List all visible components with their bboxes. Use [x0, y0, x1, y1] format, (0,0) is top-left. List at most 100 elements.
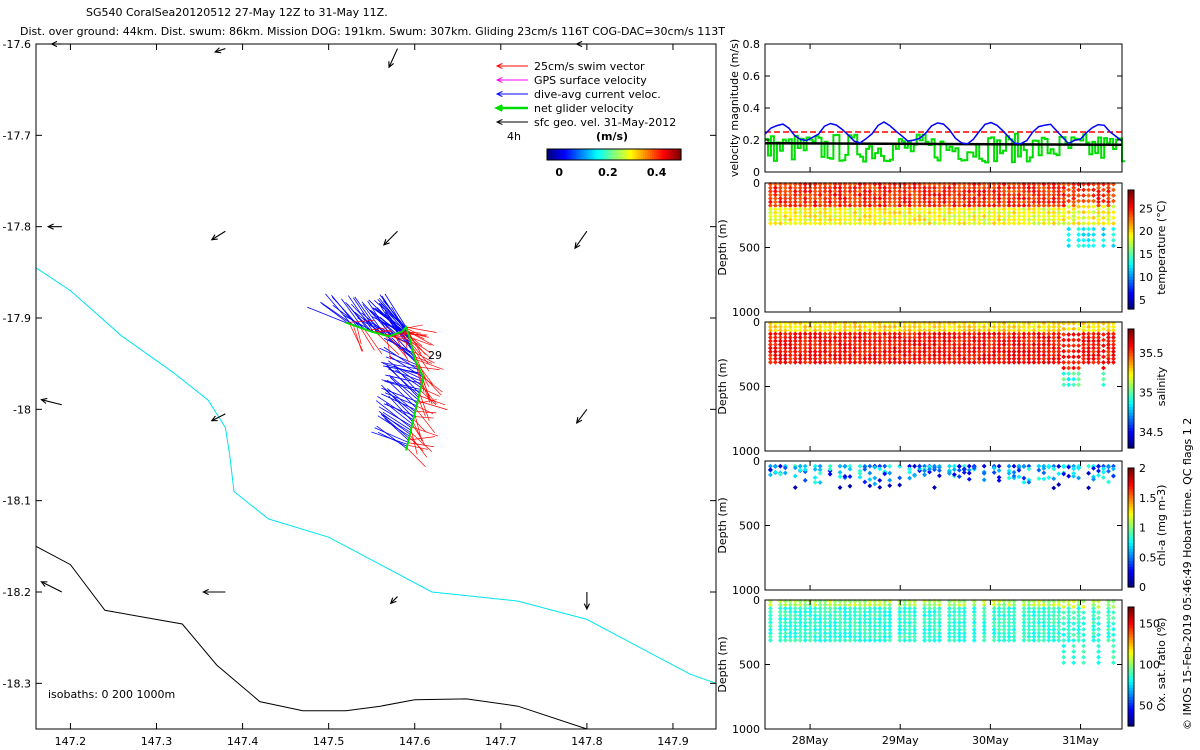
salinity-point	[877, 349, 883, 355]
oxygen-point	[1071, 643, 1077, 649]
oxygen-point	[1111, 638, 1116, 643]
temperature-point	[852, 203, 858, 208]
oxygen-point	[807, 627, 813, 633]
salinity-colorbar-cell	[1128, 367, 1134, 372]
oxygen-point	[1006, 623, 1012, 629]
temperature-point	[941, 203, 947, 208]
temperature-point	[1101, 193, 1106, 198]
temperature-point	[852, 206, 858, 212]
map-x-tick-label: 147.3	[141, 735, 173, 748]
temperature-point	[1076, 187, 1082, 193]
oxygen-point	[1111, 654, 1116, 660]
oxygen-point	[787, 627, 793, 633]
oxygen-point	[1011, 623, 1017, 629]
chla-point	[837, 469, 843, 475]
oxygen-point	[787, 620, 793, 625]
temperature-point	[956, 213, 962, 219]
oxygen-point	[961, 627, 967, 633]
oxygen-point	[937, 605, 942, 611]
oxygen-point	[802, 623, 808, 629]
salinity-point	[1066, 382, 1072, 388]
oxygen-point	[951, 630, 957, 636]
oxygen-point	[971, 630, 977, 636]
oxygen-y-tick-label: 1000	[732, 723, 760, 736]
oxygen-point	[802, 620, 808, 625]
oxygen-colorbar-cell	[1128, 657, 1134, 662]
oxygen-point	[867, 623, 873, 629]
oxygen-point	[807, 609, 813, 615]
temperature-point	[1086, 243, 1091, 249]
oxygen-point	[902, 620, 908, 625]
oxygen-point	[872, 623, 878, 629]
oxygen-point	[1036, 605, 1042, 611]
temperature-colorbar-cell	[1128, 190, 1134, 194]
salinity-point	[991, 349, 997, 355]
oxygen-point	[912, 637, 917, 643]
temperature-colorbar-cell	[1128, 201, 1134, 206]
chla-point	[961, 467, 967, 472]
chla-colorbar-cell	[1128, 581, 1134, 585]
oxygen-point	[1091, 623, 1096, 629]
salinity-colorbar-cell	[1128, 394, 1134, 399]
temperature-colorbar-cell	[1128, 219, 1134, 224]
oxygen-point	[1041, 630, 1047, 636]
temperature-point	[986, 210, 992, 216]
chla-colorbar-cell	[1128, 545, 1134, 549]
chla-colorbar-cell	[1128, 554, 1134, 558]
oxygen-point	[1106, 634, 1111, 640]
temperature-point	[1101, 232, 1106, 238]
oxygen-point	[852, 609, 858, 615]
oxygen-point	[1011, 605, 1017, 611]
swim-vector	[409, 338, 431, 354]
oxygen-point	[1096, 654, 1101, 660]
temperature-point	[1111, 198, 1116, 204]
temperature-point	[927, 206, 932, 212]
oxygen-point	[792, 602, 798, 608]
temperature-colorbar-cell	[1128, 252, 1134, 257]
oxygen-point	[882, 616, 888, 622]
oxygen-point	[937, 620, 942, 625]
oxygen-point	[827, 627, 833, 633]
oxygen-point	[907, 613, 913, 618]
chla-point	[1021, 464, 1027, 469]
current-vector	[386, 379, 417, 409]
temperature-point	[1076, 204, 1082, 210]
oxygen-point	[807, 605, 813, 611]
salinity-point	[862, 349, 868, 355]
oxygen-point	[807, 616, 813, 622]
net-velocity-track	[345, 321, 425, 451]
chla-point	[966, 470, 972, 476]
oxygen-point	[996, 616, 1002, 622]
salinity-point	[1021, 324, 1027, 330]
oxygen-point	[1081, 626, 1086, 632]
chla-colorbar-cell	[1128, 575, 1134, 579]
salinity-point	[827, 327, 833, 333]
salinity-point	[991, 359, 997, 365]
oxygen-point	[847, 620, 853, 625]
oxygen-point	[902, 637, 908, 643]
temperature-point	[1091, 226, 1096, 232]
oxygen-point	[852, 602, 858, 608]
temperature-point	[981, 220, 987, 226]
temperature-colorbar-cell	[1128, 255, 1134, 260]
swim-vector	[407, 442, 434, 448]
map-x-tick-label: 147.9	[657, 735, 689, 748]
oxygen-point	[991, 637, 997, 643]
swim-vector	[413, 356, 433, 364]
swim-vector	[371, 329, 392, 333]
temperature-point	[1076, 226, 1082, 232]
temperature-point	[912, 217, 917, 223]
oxygen-point	[922, 630, 927, 636]
chla-point	[981, 463, 987, 469]
oxygen-point	[932, 602, 937, 608]
oxygen-point	[937, 630, 942, 636]
chla-point	[956, 474, 962, 480]
date-tick-label: 29May	[882, 734, 919, 747]
salinity-point	[857, 345, 863, 351]
temperature-point	[852, 217, 858, 223]
oxygen-point	[887, 616, 893, 622]
swim-vector	[408, 436, 436, 441]
